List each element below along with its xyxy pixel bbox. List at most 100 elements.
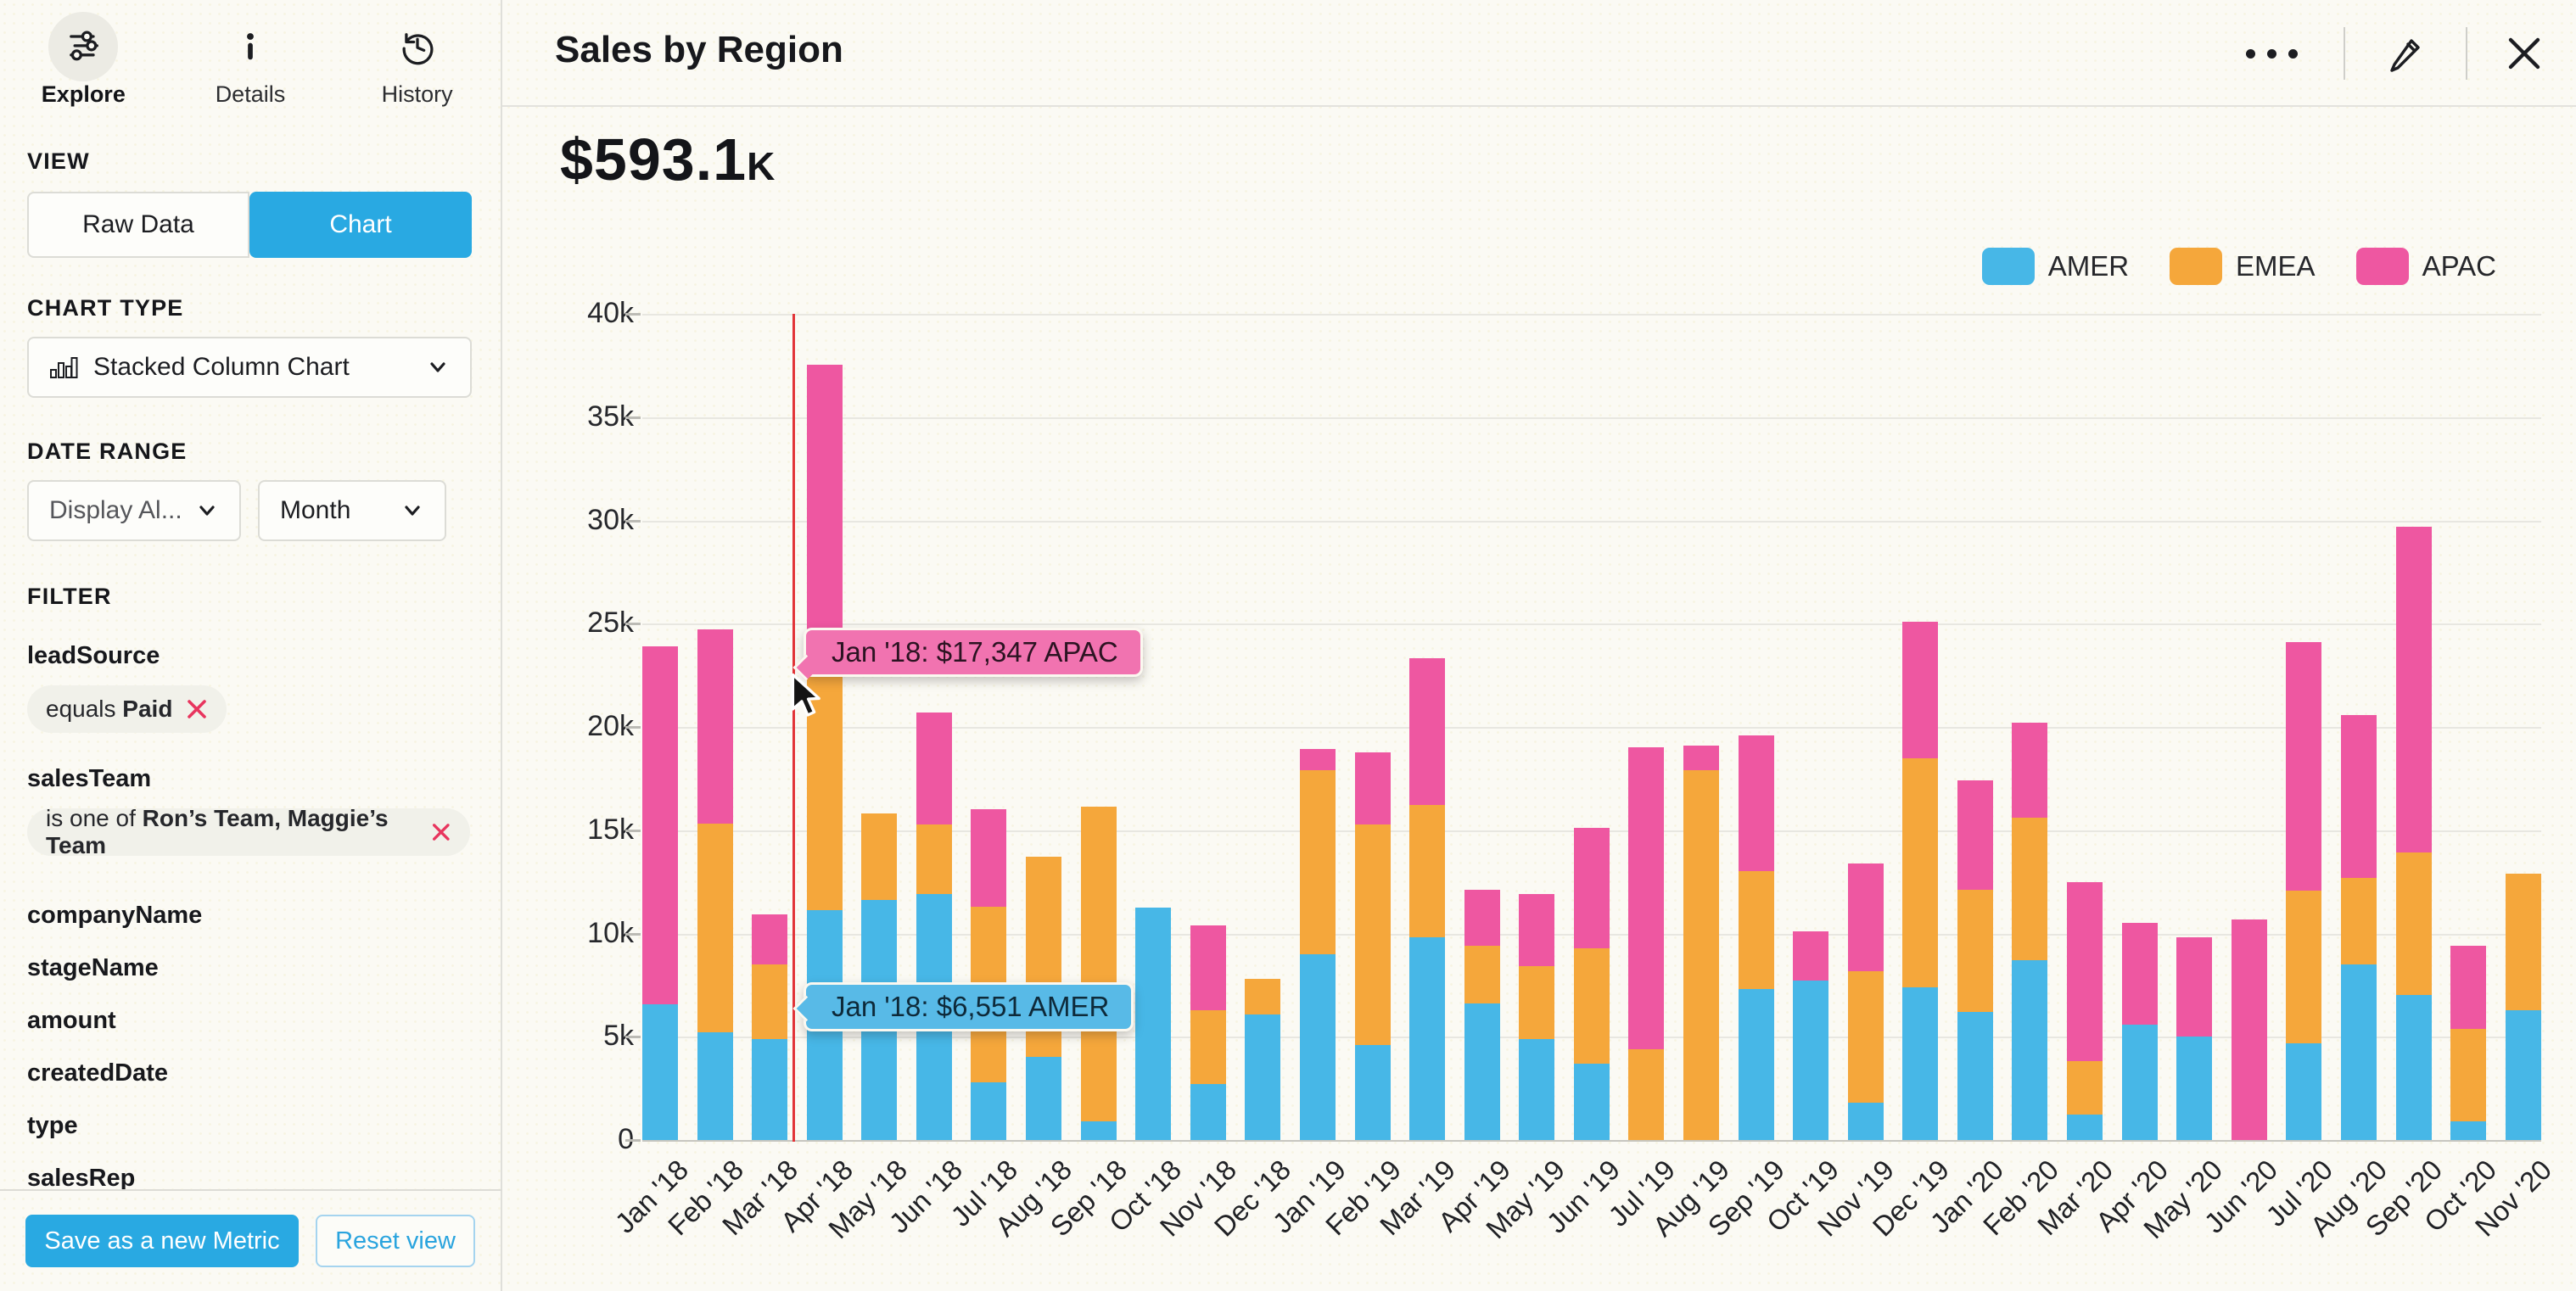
bar-mar-20[interactable] bbox=[2067, 881, 2103, 1140]
bar-segment-emea[interactable] bbox=[2012, 818, 2048, 961]
bar-segment-amer[interactable] bbox=[1409, 937, 1446, 1140]
bar-segment-emea[interactable] bbox=[1354, 824, 1391, 1046]
remove-filter-icon[interactable] bbox=[431, 821, 451, 843]
bar-segment-apac[interactable] bbox=[1409, 657, 1446, 805]
bar-segment-emea[interactable] bbox=[1245, 979, 1281, 1014]
bar-segment-amer[interactable] bbox=[697, 1032, 733, 1140]
bar-segment-amer[interactable] bbox=[1738, 988, 1774, 1140]
bar-segment-amer[interactable] bbox=[1573, 1063, 1610, 1140]
bar-segment-emea[interactable] bbox=[1957, 890, 1993, 1013]
bar-segment-emea[interactable] bbox=[1299, 770, 1336, 954]
remove-filter-icon[interactable] bbox=[186, 698, 208, 720]
bar-segment-emea[interactable] bbox=[1628, 1049, 1665, 1140]
bar-nov-18[interactable] bbox=[1190, 925, 1226, 1140]
tab-history[interactable]: History bbox=[333, 15, 501, 108]
bar-sep-18[interactable] bbox=[1080, 807, 1117, 1140]
bar-jan-19[interactable] bbox=[1299, 749, 1336, 1140]
filter-chip-salesteam[interactable]: is one of Ron’s Team, Maggie’s Team bbox=[27, 805, 470, 858]
bar-segment-amer[interactable] bbox=[1299, 953, 1336, 1140]
legend-item-emea[interactable]: EMEA bbox=[2170, 248, 2316, 285]
raw-data-button[interactable]: Raw Data bbox=[27, 192, 249, 258]
bar-segment-apac[interactable] bbox=[1190, 925, 1226, 1011]
granularity-dropdown[interactable]: Month bbox=[258, 480, 446, 541]
bar-segment-emea[interactable] bbox=[1519, 966, 1555, 1039]
bar-segment-amer[interactable] bbox=[2505, 1009, 2541, 1140]
bar-segment-amer[interactable] bbox=[2067, 1115, 2103, 1140]
filter-chip-leadsource[interactable]: equals Paid bbox=[27, 685, 227, 733]
bar-segment-amer[interactable] bbox=[1354, 1045, 1391, 1140]
bar-segment-apac[interactable] bbox=[971, 809, 1007, 908]
filter-field-companyName[interactable]: companyName bbox=[27, 902, 203, 929]
bar-segment-apac[interactable] bbox=[697, 629, 733, 824]
bar-nov-19[interactable] bbox=[1847, 863, 1884, 1140]
save-as-new-metric-button[interactable]: Save as a new Metric bbox=[25, 1215, 299, 1267]
reset-view-button[interactable]: Reset view bbox=[316, 1215, 475, 1267]
bar-segment-emea[interactable] bbox=[1902, 757, 1939, 987]
bar-segment-apac[interactable] bbox=[2067, 881, 2103, 1062]
bar-segment-emea[interactable] bbox=[2505, 874, 2541, 1010]
bar-segment-apac[interactable] bbox=[1573, 828, 1610, 948]
bar-segment-amer[interactable] bbox=[2340, 964, 2377, 1140]
bar-segment-emea[interactable] bbox=[1847, 970, 1884, 1104]
legend-item-apac[interactable]: APAC bbox=[2355, 248, 2496, 285]
bar-segment-apac[interactable] bbox=[752, 914, 788, 964]
bar-jun-19[interactable] bbox=[1573, 828, 1610, 1140]
chart-button[interactable]: Chart bbox=[249, 192, 472, 258]
bar-segment-apac[interactable] bbox=[1738, 735, 1774, 872]
bar-dec-18[interactable] bbox=[1245, 979, 1281, 1140]
bar-jun-20[interactable] bbox=[2231, 919, 2267, 1140]
bar-segment-apac[interactable] bbox=[2121, 923, 2158, 1025]
bar-segment-apac[interactable] bbox=[1683, 746, 1719, 771]
bar-mar-19[interactable] bbox=[1409, 657, 1446, 1140]
bar-segment-apac[interactable] bbox=[2286, 642, 2322, 891]
bar-aug-20[interactable] bbox=[2340, 714, 2377, 1140]
bar-segment-amer[interactable] bbox=[1464, 1003, 1500, 1140]
bar-mar-18[interactable] bbox=[752, 914, 788, 1140]
bar-aug-19[interactable] bbox=[1683, 746, 1719, 1140]
bar-segment-amer[interactable] bbox=[2286, 1042, 2322, 1140]
bar-jun-18[interactable] bbox=[916, 713, 952, 1140]
bar-segment-amer[interactable] bbox=[1245, 1014, 1281, 1140]
bar-segment-emea[interactable] bbox=[2286, 890, 2322, 1043]
filter-field-createdDate[interactable]: createdDate bbox=[27, 1059, 169, 1087]
bar-segment-emea[interactable] bbox=[861, 813, 898, 900]
bar-segment-amer[interactable] bbox=[642, 1004, 678, 1140]
bar-segment-apac[interactable] bbox=[2231, 919, 2267, 1140]
bar-dec-19[interactable] bbox=[1902, 622, 1939, 1140]
bar-segment-apac[interactable] bbox=[1299, 749, 1336, 770]
bar-segment-amer[interactable] bbox=[2176, 1036, 2213, 1140]
bar-jan-20[interactable] bbox=[1957, 780, 1993, 1140]
bar-segment-apac[interactable] bbox=[1902, 622, 1939, 758]
bar-oct-20[interactable] bbox=[2450, 946, 2487, 1140]
filter-field-stageName[interactable]: stageName bbox=[27, 954, 159, 981]
bar-apr-19[interactable] bbox=[1464, 890, 1500, 1140]
bar-segment-apac[interactable] bbox=[1957, 780, 1993, 891]
tab-explore[interactable]: Explore bbox=[0, 12, 167, 108]
bar-oct-18[interactable] bbox=[1135, 908, 1172, 1140]
bar-segment-emea[interactable] bbox=[1683, 770, 1719, 1140]
bar-segment-emea[interactable] bbox=[2450, 1028, 2487, 1122]
bar-segment-emea[interactable] bbox=[1190, 1010, 1226, 1085]
bar-segment-amer[interactable] bbox=[1793, 981, 1829, 1140]
legend-item-amer[interactable]: AMER bbox=[1981, 248, 2129, 285]
bar-segment-amer[interactable] bbox=[971, 1081, 1007, 1140]
bar-segment-apac[interactable] bbox=[916, 713, 952, 825]
bar-oct-19[interactable] bbox=[1793, 931, 1829, 1140]
chart-type-dropdown[interactable]: Stacked Column Chart bbox=[27, 337, 472, 398]
close-icon[interactable] bbox=[2505, 34, 2544, 73]
bar-jul-18[interactable] bbox=[971, 809, 1007, 1140]
bar-segment-amer[interactable] bbox=[1026, 1056, 1062, 1140]
bar-segment-apac[interactable] bbox=[1847, 863, 1884, 971]
bar-segment-amer[interactable] bbox=[1957, 1012, 1993, 1140]
bar-sep-19[interactable] bbox=[1738, 735, 1774, 1140]
bar-segment-emea[interactable] bbox=[1409, 804, 1446, 938]
bar-segment-emea[interactable] bbox=[697, 824, 733, 1033]
bar-segment-emea[interactable] bbox=[1738, 871, 1774, 989]
bar-segment-emea[interactable] bbox=[2067, 1061, 2103, 1115]
bar-nov-20[interactable] bbox=[2505, 874, 2541, 1140]
more-icon[interactable] bbox=[2237, 41, 2306, 67]
bar-apr-20[interactable] bbox=[2121, 923, 2158, 1140]
bar-sep-20[interactable] bbox=[2395, 526, 2432, 1140]
bar-may-19[interactable] bbox=[1519, 894, 1555, 1140]
bar-segment-apac[interactable] bbox=[806, 365, 843, 668]
